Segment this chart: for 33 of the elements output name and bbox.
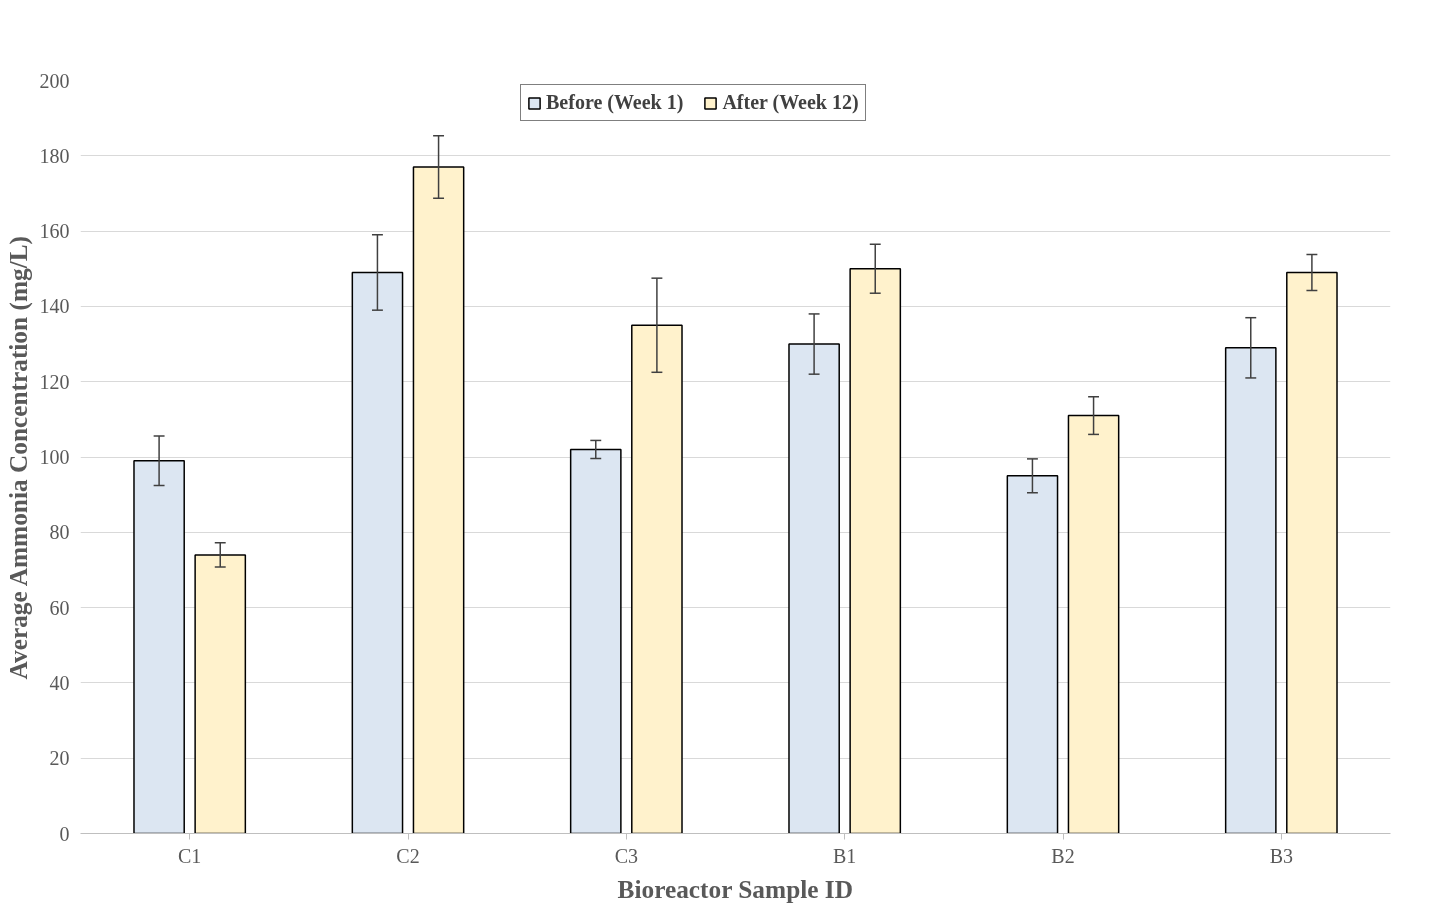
bar	[569, 448, 622, 834]
y-tick-label: 0	[59, 822, 70, 845]
x-tick-label: B1	[833, 844, 857, 867]
y-axis-title: Average Ammonia Concentration (mg/L)	[3, 235, 33, 680]
bar	[1286, 271, 1338, 834]
y-tick-label: 180	[39, 144, 70, 167]
bar	[849, 268, 902, 834]
y-tick-label: 200	[39, 69, 70, 92]
y-tick-label: 60	[49, 596, 70, 619]
bar	[351, 271, 404, 834]
y-tick-label: 20	[49, 747, 70, 770]
y-tick-label: 120	[39, 370, 70, 393]
bar	[1224, 347, 1277, 834]
bar	[133, 460, 185, 834]
x-tick-label: B3	[1269, 844, 1294, 867]
x-tick-label: C1	[178, 844, 202, 867]
bar	[412, 166, 465, 834]
bar	[194, 554, 247, 834]
legend-label: Before (Week 1)	[546, 91, 684, 114]
x-tick-label: C2	[396, 844, 420, 867]
x-tick-label: B2	[1051, 844, 1075, 867]
bar	[631, 324, 683, 834]
y-tick-label: 80	[49, 521, 70, 544]
y-tick-label: 140	[39, 295, 70, 318]
bar	[1067, 414, 1120, 834]
legend-label: After (Week 12)	[722, 91, 859, 114]
y-tick-label: 40	[49, 671, 70, 694]
bar	[1006, 475, 1059, 834]
y-tick-label: 100	[39, 446, 70, 468]
x-axis-title: Bioreactor Sample ID	[617, 874, 853, 903]
y-tick-label: 160	[39, 220, 70, 243]
bar	[788, 343, 840, 834]
x-tick-label: C3	[614, 844, 639, 867]
